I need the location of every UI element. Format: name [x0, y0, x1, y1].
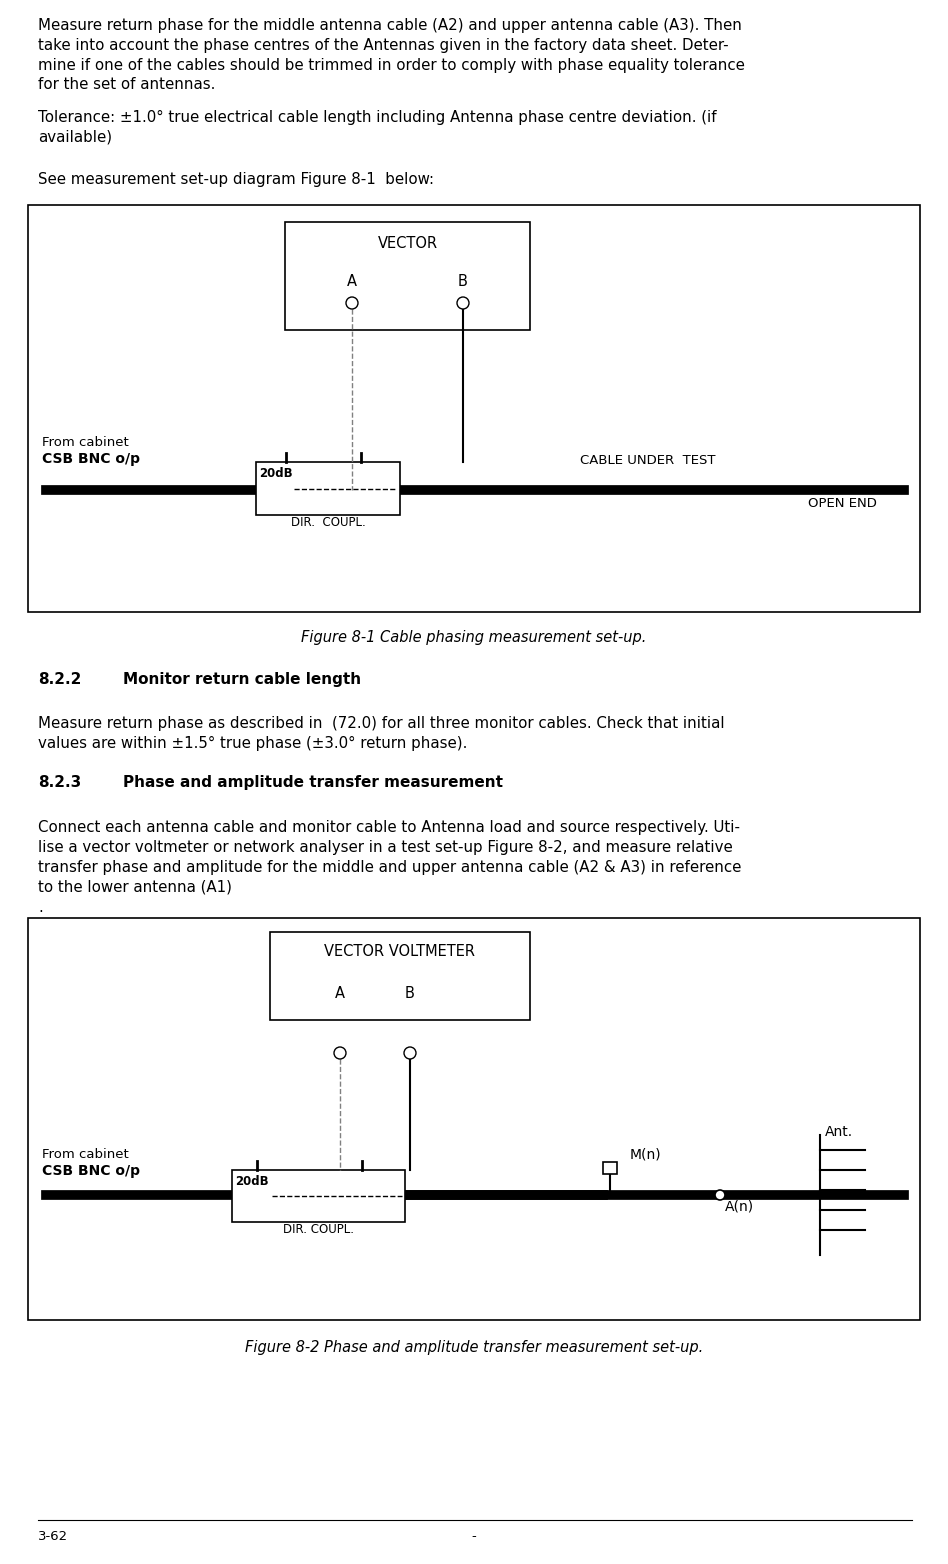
Text: -: -: [471, 1530, 477, 1544]
Text: Phase and amplitude transfer measurement: Phase and amplitude transfer measurement: [123, 776, 503, 790]
Text: A(n): A(n): [725, 1200, 754, 1214]
Text: Measure return phase for the middle antenna cable (A2) and upper antenna cable (: Measure return phase for the middle ante…: [38, 19, 745, 92]
Text: Monitor return cable length: Monitor return cable length: [123, 673, 361, 687]
Text: .: .: [38, 899, 43, 915]
Bar: [28, 918, 920, 1320]
Text: Figure 8-1 Cable phasing measurement set-up.: Figure 8-1 Cable phasing measurement set…: [301, 630, 647, 644]
Circle shape: [334, 1046, 346, 1059]
Text: See measurement set-up diagram Figure 8-1  below:: See measurement set-up diagram Figure 8-…: [38, 172, 434, 188]
Text: 3-62: 3-62: [38, 1530, 68, 1544]
Circle shape: [404, 1046, 416, 1059]
Text: CABLE UNDER  TEST: CABLE UNDER TEST: [580, 454, 716, 468]
Text: OPEN END: OPEN END: [808, 497, 877, 510]
Bar: [285, 222, 530, 330]
Text: From cabinet: From cabinet: [42, 1148, 129, 1160]
Text: M(n): M(n): [630, 1148, 662, 1162]
Bar: [232, 1170, 405, 1221]
Text: CSB BNC o/p: CSB BNC o/p: [42, 1164, 140, 1178]
Text: B: B: [405, 985, 415, 1001]
Text: Ant.: Ant.: [825, 1125, 853, 1139]
Bar: [603, 1162, 617, 1175]
Text: B: B: [458, 274, 468, 289]
Bar: [256, 461, 400, 515]
Text: CSB BNC o/p: CSB BNC o/p: [42, 452, 140, 466]
Text: Figure 8-2 Phase and amplitude transfer measurement set-up.: Figure 8-2 Phase and amplitude transfer …: [245, 1340, 703, 1354]
Bar: [28, 205, 920, 612]
Text: 20dB: 20dB: [235, 1175, 268, 1189]
Text: From cabinet: From cabinet: [42, 436, 129, 449]
Text: A: A: [335, 985, 345, 1001]
Text: 8.2.2: 8.2.2: [38, 673, 82, 687]
Circle shape: [457, 297, 469, 310]
Text: 8.2.3: 8.2.3: [38, 776, 82, 790]
Text: VECTOR: VECTOR: [377, 236, 438, 250]
Text: Tolerance: ±1.0° true electrical cable length including Antenna phase centre dev: Tolerance: ±1.0° true electrical cable l…: [38, 109, 717, 145]
Text: VECTOR VOLTMETER: VECTOR VOLTMETER: [324, 945, 476, 959]
Text: 20dB: 20dB: [259, 468, 293, 480]
Text: Connect each antenna cable and monitor cable to Antenna load and source respecti: Connect each antenna cable and monitor c…: [38, 820, 741, 895]
Text: Measure return phase as described in  (72.0) for all three monitor cables. Check: Measure return phase as described in (72…: [38, 716, 724, 751]
Circle shape: [715, 1190, 725, 1200]
Text: DIR. COUPL.: DIR. COUPL.: [283, 1223, 354, 1236]
Circle shape: [346, 297, 358, 310]
Text: A: A: [347, 274, 357, 289]
Text: DIR.  COUPL.: DIR. COUPL.: [291, 516, 365, 529]
Bar: [270, 932, 530, 1020]
